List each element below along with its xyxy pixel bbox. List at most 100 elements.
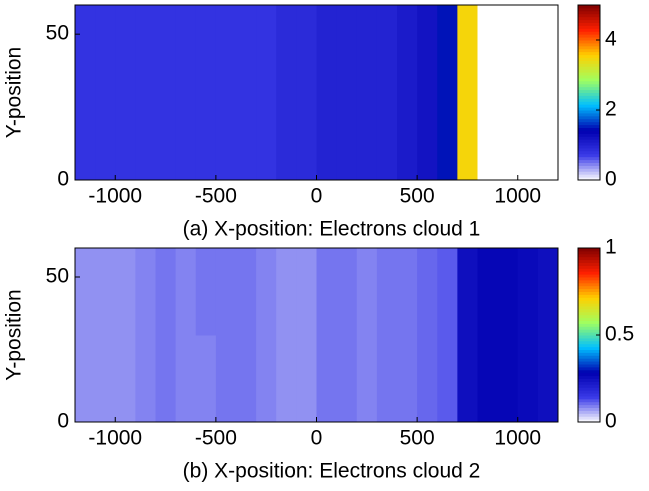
colorbar-segment (578, 277, 600, 281)
heatmap-cell (175, 248, 197, 336)
heatmap-cell (155, 248, 177, 336)
colorbar-segment (578, 317, 600, 321)
heatmap-cell (135, 5, 156, 93)
heatmap-cell (75, 92, 96, 181)
colorbar-segment (578, 378, 600, 382)
colorbar-segment (578, 174, 600, 178)
colorbar-segment (578, 156, 600, 161)
y-axis-label: Y-position (3, 289, 26, 380)
heatmap-cell (155, 92, 177, 181)
heatmap-cell (537, 335, 559, 423)
colorbar-segment (578, 80, 600, 85)
x-tick-label: -1000 (88, 427, 142, 450)
colorbar-segment (578, 42, 600, 47)
heatmap-cell (336, 335, 358, 423)
heatmap-cell (115, 92, 136, 181)
colorbar-segment (578, 162, 600, 166)
colorbar-segment (578, 92, 600, 96)
colorbar-segment (578, 297, 600, 301)
colorbar-segment (578, 384, 600, 388)
heatmap-cell (256, 92, 277, 181)
colorbar-segment (578, 72, 600, 76)
colorbar-segment (578, 308, 600, 313)
colorbar-segment (578, 5, 600, 9)
heatmap-cell (256, 335, 277, 423)
heatmap-cell (336, 92, 358, 181)
heatmap-cell (517, 335, 539, 423)
colorbar-segment (578, 121, 600, 126)
colorbar-tick-label: 0 (605, 168, 617, 191)
heatmap-cell (296, 335, 317, 423)
colorbar-segment (578, 395, 600, 400)
heatmap-cell (95, 92, 116, 181)
heatmap-cell (276, 5, 297, 93)
colorbar-segment (578, 150, 600, 155)
colorbar-segment (578, 159, 600, 163)
colorbar-segment (578, 142, 600, 146)
x-tick-label: 1000 (494, 185, 541, 208)
heatmap-cell (477, 248, 499, 336)
colorbar-segment (578, 329, 600, 333)
colorbar-segment (578, 390, 600, 394)
heatmap-cell (276, 92, 297, 181)
heatmap-cell (75, 248, 96, 336)
heatmap-cell (75, 335, 96, 423)
colorbar-segment (578, 54, 600, 58)
colorbar-segment (578, 34, 600, 38)
colorbar-segment (578, 37, 600, 41)
colorbar-segment (578, 369, 600, 374)
heatmap-cell (457, 92, 478, 181)
colorbar-segment (578, 25, 600, 29)
heatmap-cell (215, 92, 237, 181)
colorbar-segment (578, 110, 600, 114)
colorbar-segment (578, 300, 600, 304)
y-tick-label: 50 (46, 265, 69, 288)
heatmap-cell (155, 5, 177, 93)
heatmap-cell (155, 335, 177, 423)
heatmap-cell (417, 248, 438, 336)
heatmap-cell (356, 248, 378, 336)
colorbar-segment (578, 104, 600, 108)
x-tick-label: 500 (400, 427, 435, 450)
colorbar-segment (578, 346, 600, 350)
colorbar-segment (578, 285, 600, 290)
heatmap-cell (517, 248, 539, 336)
colorbar-segment (578, 124, 600, 128)
colorbar-segment (578, 291, 600, 295)
colorbar-segment (578, 271, 600, 275)
x-tick-label: -500 (195, 427, 237, 450)
heatmap-cell (537, 92, 559, 181)
colorbar-segment (578, 401, 600, 406)
colorbar-tick-label: 0 (605, 410, 617, 433)
heatmap-cell (376, 248, 398, 336)
colorbar-segment (578, 48, 600, 53)
y-tick-label: 50 (46, 22, 69, 45)
colorbar-segment (578, 10, 600, 15)
colorbar-segment (578, 366, 600, 371)
heatmap-cell (397, 248, 418, 336)
heatmap-cell (477, 5, 499, 93)
heatmap-cell (397, 335, 418, 423)
heatmap-cell (336, 248, 358, 336)
colorbar-segment (578, 118, 600, 123)
colorbar-segment (578, 294, 600, 298)
heatmap-cell (316, 92, 338, 181)
colorbar-segment (578, 311, 600, 316)
colorbar-segment (578, 139, 600, 143)
x-tick-label: 500 (400, 185, 435, 208)
colorbar-segment (578, 314, 600, 319)
colorbar-segment (578, 63, 600, 67)
heatmap-cell (437, 335, 458, 423)
colorbar-segment (578, 268, 600, 272)
colorbar-segment (578, 145, 600, 149)
heatmap-cell (437, 5, 458, 93)
colorbar-segment (578, 265, 600, 269)
heatmap-cell (195, 335, 217, 423)
colorbar-segment (578, 7, 600, 12)
heatmap-cell (457, 248, 478, 336)
heatmap-cell (437, 92, 458, 181)
heatmap-cell (236, 5, 257, 93)
colorbar-segment (578, 69, 600, 73)
heatmap-cell (356, 335, 378, 423)
heatmap-cell (115, 335, 136, 423)
